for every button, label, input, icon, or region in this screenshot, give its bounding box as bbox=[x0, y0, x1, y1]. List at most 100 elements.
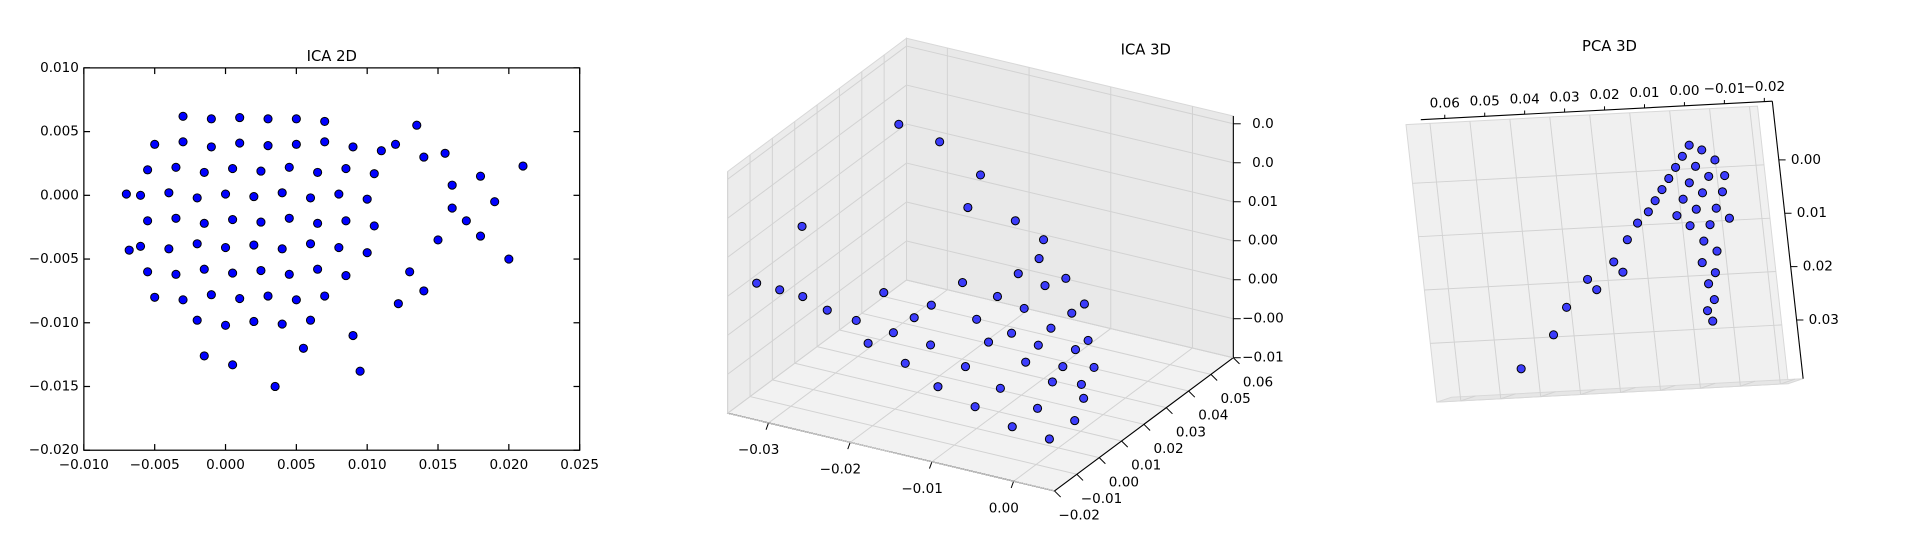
point bbox=[1010, 216, 1020, 226]
y-tick-label: −0.020 bbox=[29, 442, 79, 458]
x-tick-label: −0.03 bbox=[738, 442, 780, 458]
tick-mark bbox=[1232, 357, 1240, 365]
grid-line bbox=[1500, 393, 1516, 400]
point bbox=[957, 278, 968, 288]
point bbox=[320, 137, 330, 147]
point bbox=[171, 269, 181, 279]
tick-mark bbox=[1098, 457, 1106, 465]
x-tick-label: −0.010 bbox=[59, 457, 109, 473]
x-tick-label: −0.01 bbox=[901, 481, 943, 497]
x-tick-label: −0.01 bbox=[1704, 81, 1746, 97]
x-tick-label: 0.03 bbox=[1550, 89, 1580, 105]
x-tick-label: −0.005 bbox=[130, 457, 180, 473]
point bbox=[752, 278, 762, 288]
y-tick-label: 0.010 bbox=[40, 60, 79, 76]
point bbox=[376, 146, 386, 156]
point bbox=[1678, 194, 1688, 204]
y-tick-label: 0.02 bbox=[1153, 441, 1183, 457]
point bbox=[1038, 235, 1049, 245]
point bbox=[263, 114, 273, 124]
point bbox=[305, 239, 316, 249]
point bbox=[1677, 151, 1687, 161]
y-tick-label: 0.000 bbox=[40, 187, 79, 203]
point bbox=[235, 293, 245, 304]
grid-line bbox=[1709, 108, 1741, 387]
grid-line bbox=[906, 162, 1234, 242]
point bbox=[341, 271, 351, 281]
grid-line bbox=[906, 123, 1234, 203]
point bbox=[1670, 162, 1681, 172]
z-tick-label: 0.01 bbox=[1248, 194, 1278, 210]
x-tick-label: 0.015 bbox=[419, 457, 458, 473]
point bbox=[935, 137, 945, 147]
z-tick-label: 0.02 bbox=[1803, 259, 1833, 275]
tick-mark bbox=[1076, 473, 1084, 481]
x-tick-label: 0.020 bbox=[489, 457, 528, 473]
point bbox=[249, 192, 259, 202]
grid-line bbox=[1412, 164, 1765, 184]
point bbox=[995, 383, 1005, 393]
point bbox=[1664, 173, 1674, 184]
point bbox=[925, 340, 936, 350]
point bbox=[1047, 377, 1057, 387]
point bbox=[975, 170, 986, 180]
grid-line bbox=[772, 379, 1100, 459]
point bbox=[298, 343, 308, 353]
point bbox=[1021, 357, 1031, 367]
point bbox=[1702, 306, 1713, 316]
point bbox=[135, 241, 146, 251]
pane bbox=[1405, 105, 1789, 403]
grid-line bbox=[906, 201, 1234, 281]
point bbox=[1711, 203, 1721, 213]
point bbox=[284, 162, 294, 172]
x-tick-label: 0.04 bbox=[1510, 91, 1540, 107]
grid-line bbox=[727, 84, 907, 219]
grid-line bbox=[1620, 387, 1636, 393]
point bbox=[199, 167, 209, 177]
y-tick-label: 0.06 bbox=[1243, 374, 1273, 390]
point bbox=[1724, 213, 1734, 223]
point bbox=[447, 180, 457, 190]
x-tick-label: 0.010 bbox=[348, 457, 387, 473]
grid-line bbox=[794, 362, 1122, 442]
grid-line bbox=[816, 346, 1145, 425]
point bbox=[369, 169, 379, 179]
point bbox=[1582, 274, 1593, 284]
x-tick-label: 0.02 bbox=[1589, 87, 1619, 103]
point bbox=[164, 188, 174, 198]
point bbox=[150, 292, 160, 302]
x-tick-label: 0.00 bbox=[1669, 83, 1699, 99]
point bbox=[1032, 403, 1043, 413]
point bbox=[1697, 258, 1707, 268]
point bbox=[263, 141, 273, 151]
chart-title: ICA 2D bbox=[307, 48, 357, 65]
point bbox=[983, 337, 994, 347]
point bbox=[1720, 170, 1730, 181]
point bbox=[206, 114, 216, 124]
y-tick-label: 0.04 bbox=[1198, 408, 1228, 424]
point bbox=[490, 197, 500, 207]
point bbox=[334, 243, 344, 253]
point bbox=[355, 366, 365, 376]
x-tick-label: 0.01 bbox=[1629, 85, 1659, 101]
point bbox=[1697, 188, 1708, 198]
point bbox=[305, 193, 316, 203]
point bbox=[256, 166, 266, 176]
point bbox=[284, 269, 294, 279]
point bbox=[879, 288, 889, 298]
point bbox=[1058, 362, 1068, 372]
point bbox=[1083, 335, 1093, 345]
y-tick-label: 0.05 bbox=[1221, 391, 1251, 407]
point bbox=[797, 221, 807, 231]
point bbox=[1079, 393, 1089, 403]
grid-line bbox=[1580, 389, 1596, 396]
tick-mark bbox=[765, 422, 769, 430]
x-tick-label: −0.02 bbox=[1744, 79, 1786, 95]
point bbox=[341, 216, 351, 226]
point bbox=[1622, 235, 1632, 245]
x-axis-line bbox=[1420, 100, 1773, 121]
point bbox=[171, 162, 181, 172]
point bbox=[305, 315, 316, 325]
point bbox=[1007, 328, 1017, 338]
